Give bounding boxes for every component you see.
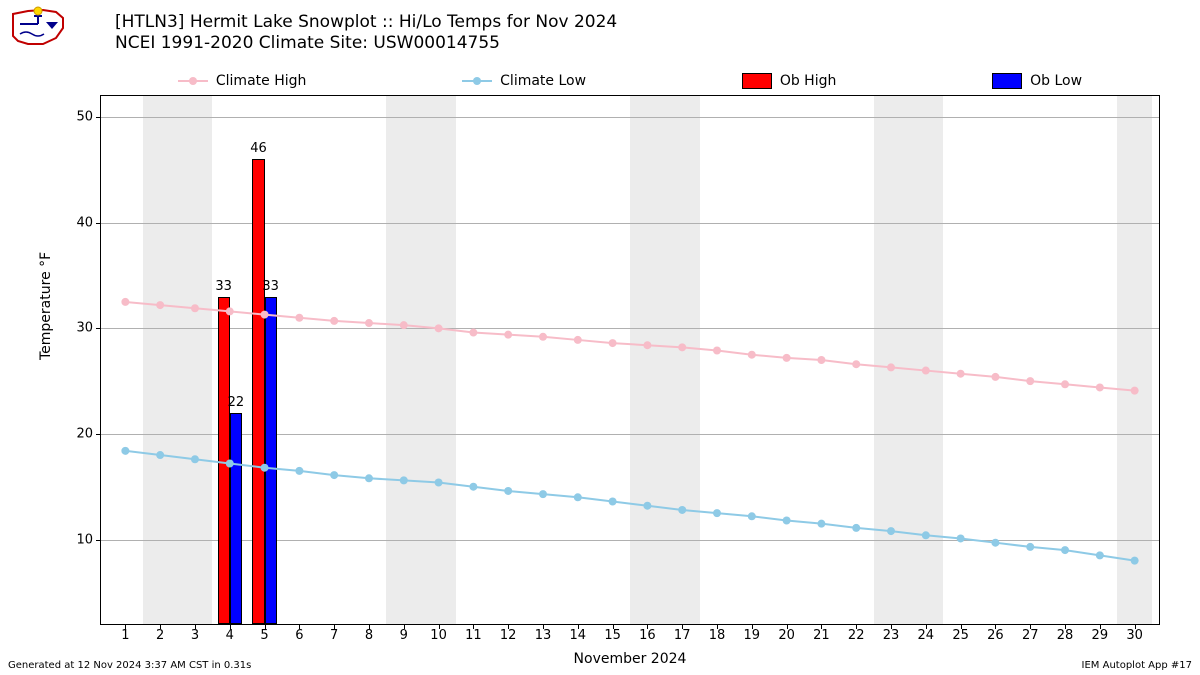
legend-label: Climate Low	[500, 73, 586, 89]
x-tick-label: 16	[639, 628, 656, 643]
legend-label: Climate High	[216, 73, 307, 89]
y-axis-title: Temperature °F	[38, 252, 54, 360]
x-tick-label: 14	[570, 628, 587, 643]
x-tick-label: 6	[295, 628, 303, 643]
x-tick-label: 5	[260, 628, 268, 643]
x-tick-label: 12	[500, 628, 517, 643]
x-tick-label: 9	[400, 628, 408, 643]
x-tick-label: 19	[744, 628, 761, 643]
x-tick-label: 25	[952, 628, 969, 643]
x-tick-label: 17	[674, 628, 691, 643]
x-tick-label: 26	[987, 628, 1004, 643]
legend-label: Ob Low	[1030, 73, 1082, 89]
y-tick-label: 50	[63, 110, 93, 125]
x-tick-label: 1	[121, 628, 129, 643]
x-tick-label: 15	[604, 628, 621, 643]
y-tick-label: 30	[63, 321, 93, 336]
chart-title-line1: [HTLN3] Hermit Lake Snowplot :: Hi/Lo Te…	[115, 12, 617, 33]
x-tick-label: 29	[1092, 628, 1109, 643]
x-tick-label: 8	[365, 628, 373, 643]
x-tick-label: 30	[1126, 628, 1143, 643]
x-tick-label: 4	[226, 628, 234, 643]
legend-ob-high: Ob High	[742, 73, 837, 89]
x-tick-label: 2	[156, 628, 164, 643]
legend-ob-low: Ob Low	[992, 73, 1082, 89]
x-tick-label: 27	[1022, 628, 1039, 643]
legend-climate-high: Climate High	[178, 73, 307, 89]
footer-app: IEM Autoplot App #17	[1082, 660, 1192, 671]
x-tick-label: 3	[191, 628, 199, 643]
y-tick-label: 40	[63, 215, 93, 230]
x-tick-label: 21	[813, 628, 830, 643]
chart-title-block: [HTLN3] Hermit Lake Snowplot :: Hi/Lo Te…	[115, 12, 617, 55]
y-tick-label: 20	[63, 426, 93, 441]
y-tick-label: 10	[63, 532, 93, 547]
legend: Climate High Climate Low Ob High Ob Low	[100, 68, 1160, 93]
x-tick-label: 28	[1057, 628, 1074, 643]
x-tick-label: 18	[709, 628, 726, 643]
iem-logo	[8, 6, 68, 52]
footer-generated: Generated at 12 Nov 2024 3:37 AM CST in …	[8, 660, 251, 671]
plot-area: 1020304050123456789101112131415161718192…	[100, 95, 1160, 625]
x-axis-title: November 2024	[101, 651, 1159, 667]
legend-label: Ob High	[780, 73, 837, 89]
x-tick-label: 7	[330, 628, 338, 643]
x-tick-label: 10	[430, 628, 447, 643]
x-tick-label: 22	[848, 628, 865, 643]
climate-low-line	[101, 96, 1159, 624]
x-tick-label: 13	[535, 628, 552, 643]
x-tick-label: 11	[465, 628, 482, 643]
x-tick-label: 20	[778, 628, 795, 643]
legend-climate-low: Climate Low	[462, 73, 586, 89]
x-tick-label: 23	[883, 628, 900, 643]
chart-title-line2: NCEI 1991-2020 Climate Site: USW00014755	[115, 33, 617, 54]
x-tick-label: 24	[918, 628, 935, 643]
